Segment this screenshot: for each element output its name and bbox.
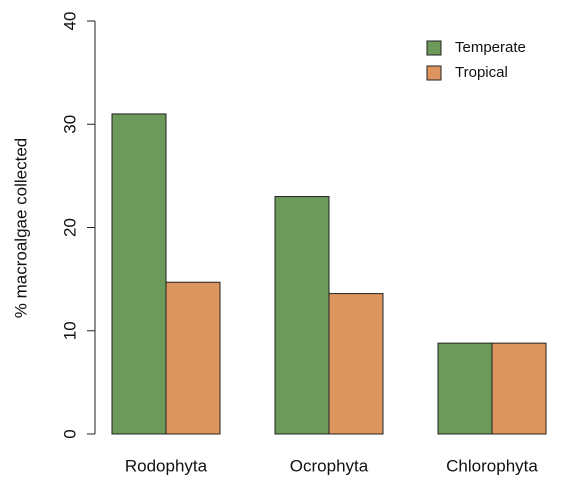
bar — [437, 342, 493, 435]
x-tick-label: Ocrophyta — [290, 456, 369, 475]
x-tick-label: Chlorophyta — [446, 456, 538, 475]
y-tick-label: 40 — [60, 12, 79, 31]
legend-swatch — [426, 65, 442, 81]
legend-label: Temperate — [455, 39, 526, 56]
y-axis-label: % macroalgae collected — [11, 138, 30, 318]
y-tick-label: 20 — [60, 218, 79, 237]
bar — [111, 113, 167, 435]
bar — [274, 196, 330, 435]
y-tick-label: 0 — [60, 429, 79, 438]
legend-swatch — [426, 40, 442, 56]
y-tick-label: 10 — [60, 321, 79, 340]
bar — [491, 342, 547, 435]
y-tick-label: 30 — [60, 115, 79, 134]
bar — [328, 293, 384, 435]
legend-label: Tropical — [455, 64, 508, 81]
bar — [165, 281, 221, 435]
x-tick-label: Rodophyta — [125, 456, 208, 475]
